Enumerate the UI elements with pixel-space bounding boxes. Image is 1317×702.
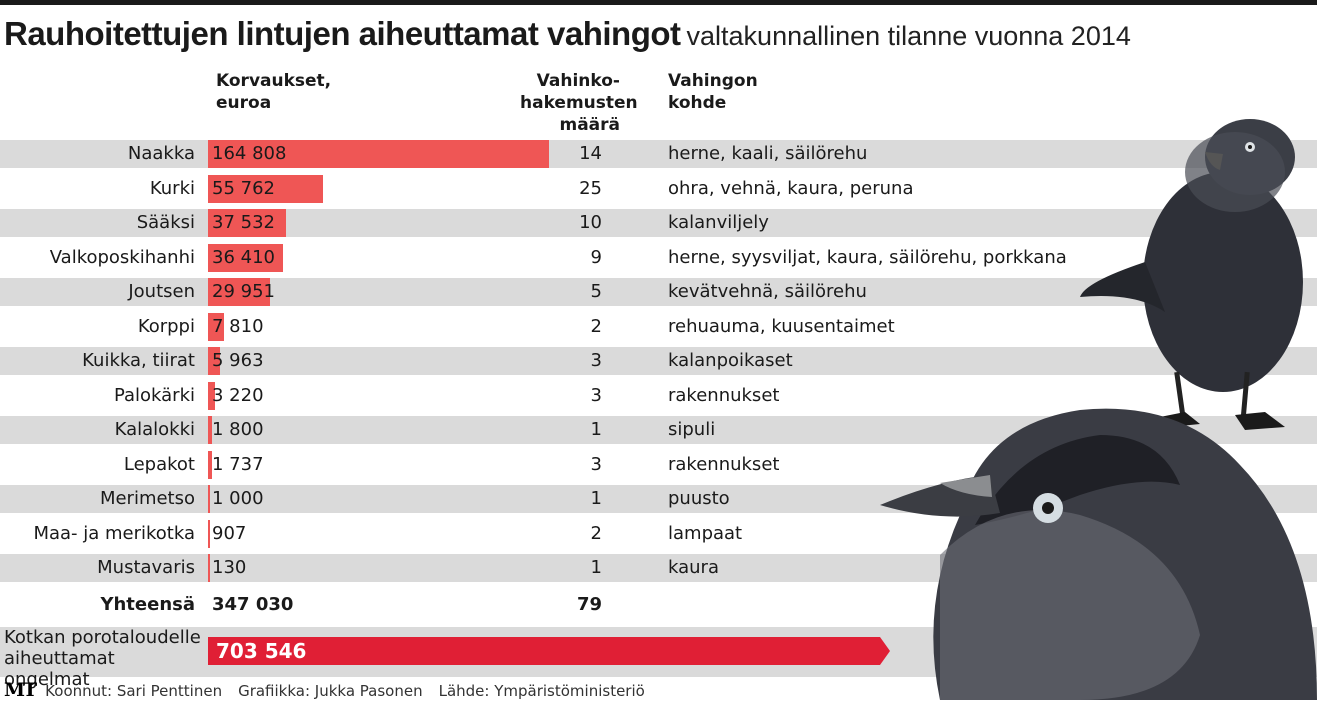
damage-target: kevätvehnä, säilörehu: [668, 281, 867, 302]
applications-count: 1: [590, 488, 602, 509]
jackdaw-standing-illustration: [1080, 119, 1303, 430]
header-applications: Vahinko- hakemusten määrä: [520, 71, 638, 135]
title-main: Rauhoitettujen lintujen aiheuttamat vahi…: [4, 15, 681, 52]
bar-2: [208, 209, 286, 237]
footer-compiled: Koonnut: Sari Penttinen: [45, 682, 223, 700]
applications-count: 3: [590, 454, 602, 475]
category-label: Kalalokki: [114, 419, 195, 440]
value-label: 5 963: [212, 350, 264, 371]
jackdaw-head-illustration: [880, 408, 1317, 700]
value-label: 1 800: [212, 419, 264, 440]
value-label: 7 810: [212, 316, 264, 337]
chart-title: Rauhoitettujen lintujen aiheuttamat vahi…: [4, 15, 1314, 53]
category-label: Korppi: [137, 316, 195, 337]
damage-target: herne, kaali, säilörehu: [668, 143, 868, 164]
bar-8: [208, 416, 212, 444]
bar-3: [208, 244, 284, 272]
bar-4: [208, 278, 270, 306]
applications-count: 1: [590, 557, 602, 578]
value-label: 907: [212, 523, 247, 544]
bar-10: [208, 485, 211, 513]
damage-target: ohra, vehnä, kaura, peruna: [668, 178, 914, 199]
damage-target: lampaat: [668, 523, 743, 544]
value-label: 55 762: [212, 178, 275, 199]
special-bar-shape: [208, 637, 890, 665]
special-value-label: 703 546: [216, 639, 307, 663]
applications-count: 25: [579, 178, 602, 199]
bar-1: [208, 175, 324, 203]
applications-count: 3: [590, 350, 602, 371]
category-label: Mustavaris: [97, 557, 195, 578]
header-target: Vahingon kohde: [668, 71, 758, 113]
damage-target: rakennukset: [668, 385, 780, 406]
damage-target: kaura: [668, 557, 719, 578]
category-label: Sääksi: [136, 212, 195, 233]
value-label: 36 410: [212, 247, 275, 268]
category-label: Merimetso: [99, 488, 195, 509]
footer: MT Koonnut: Sari Penttinen Grafiikka: Jukk…: [4, 679, 661, 702]
value-label: 37 532: [212, 212, 275, 233]
damage-target: sipuli: [668, 419, 716, 440]
value-label: 3 220: [212, 385, 264, 406]
special-row-label: Kotkan porotaloudelle aiheuttamat ongelm…: [4, 627, 201, 690]
category-label: Joutsen: [128, 281, 195, 302]
applications-count: 2: [590, 523, 602, 544]
bar-11: [208, 520, 210, 548]
bar-9: [208, 451, 212, 479]
damage-target: rakennukset: [668, 454, 780, 475]
bar-0: [208, 140, 549, 168]
applications-count: 9: [590, 247, 602, 268]
applications-count: 5: [590, 281, 602, 302]
value-label: 29 951: [212, 281, 275, 302]
category-label: Naakka: [127, 143, 195, 164]
applications-count: 3: [590, 385, 602, 406]
category-label: Lepakot: [123, 454, 195, 475]
applications-count: 14: [579, 143, 602, 164]
title-subtitle: valtakunnallinen tilanne vuonna 2014: [686, 21, 1131, 51]
bar-6: [208, 347, 221, 375]
category-label: Palokärki: [113, 385, 195, 406]
bar-5: [208, 313, 225, 341]
applications-count: 2: [590, 316, 602, 337]
footer-source: Lähde: Ympäristöministeriö: [438, 682, 645, 700]
total-label: Yhteensä: [100, 594, 195, 615]
total-value: 347 030: [212, 594, 294, 615]
damage-target: rehuauma, kuusentaimet: [668, 316, 895, 337]
header-compensation: Korvaukset, euroa: [216, 71, 332, 113]
bar-7: [208, 382, 215, 410]
footer-graphics: Grafiikka: Jukka Pasonen: [238, 682, 423, 700]
applications-count: 10: [579, 212, 602, 233]
value-label: 1 000: [212, 488, 264, 509]
mt-logo: MT: [4, 679, 37, 701]
category-label: Maa- ja merikotka: [33, 523, 195, 544]
value-label: 130: [212, 557, 247, 578]
special-bar: [208, 637, 890, 665]
damage-target: kalanviljely: [668, 212, 769, 233]
total-applications: 79: [576, 594, 602, 615]
damage-target: herne, syysviljat, kaura, säilörehu, por…: [668, 247, 1067, 268]
bar-12: [208, 554, 210, 582]
applications-count: 1: [590, 419, 602, 440]
value-label: 1 737: [212, 454, 264, 475]
damage-target: puusto: [668, 488, 730, 509]
category-label: Kurki: [149, 178, 195, 199]
top-rule: [0, 0, 1317, 5]
damage-target: kalanpoikaset: [668, 350, 793, 371]
category-label: Valkoposkihanhi: [49, 247, 195, 268]
category-label: Kuikka, tiirat: [82, 350, 195, 371]
value-label: 164 808: [212, 143, 287, 164]
